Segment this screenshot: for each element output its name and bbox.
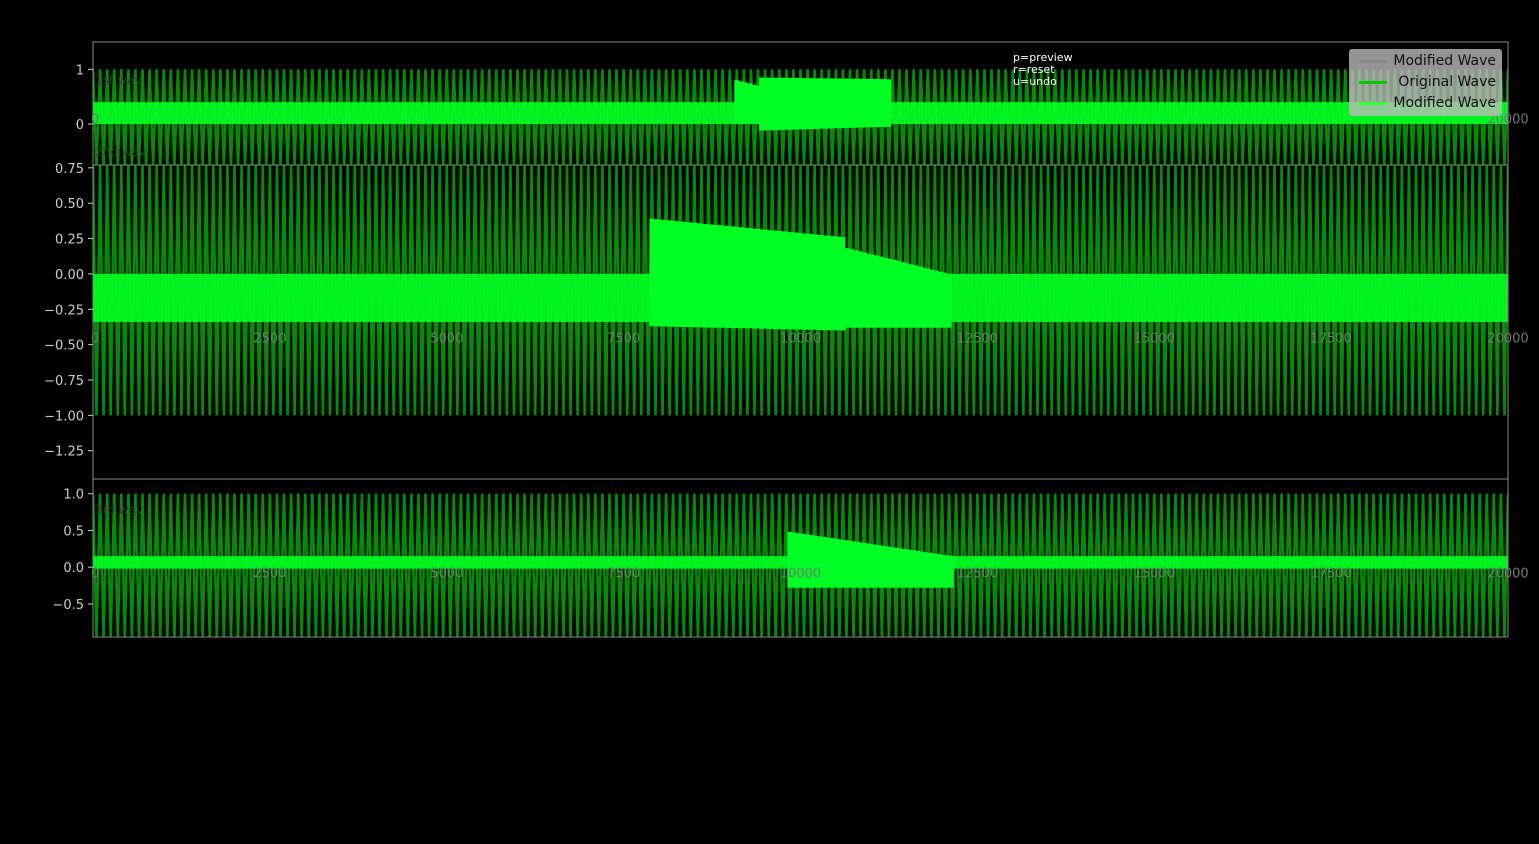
y-tick-label: −1.25 xyxy=(44,445,84,460)
x-tick-label: 0 xyxy=(91,332,99,347)
waveform-panel-3: 1.0 0.5 0.0 −0.5 0 2500 5000 7500 10000 12500 1500… xyxy=(52,478,1529,638)
wave-file-label: 2nd.wav xyxy=(95,145,146,159)
y-tick-label: 0.5 xyxy=(63,524,84,539)
x-tick-label: 0 xyxy=(91,113,99,128)
x-tick-label: 10000 xyxy=(780,566,821,581)
x-tick-label: 17500 xyxy=(1310,566,1351,581)
modified-wave-region-2 xyxy=(840,247,952,328)
legend-label-original: Original Wave xyxy=(1398,74,1496,90)
y-tick-label: −0.75 xyxy=(44,374,84,389)
axes-frame xyxy=(92,478,1509,638)
y-tick-label: 0.75 xyxy=(55,162,84,177)
y-tick-label: −0.25 xyxy=(44,303,84,318)
wave-file-label: 1st.wav xyxy=(95,73,142,87)
y-tick-label: −1.00 xyxy=(44,409,84,424)
x-tick-label: 20000 xyxy=(1487,113,1528,128)
x-tick-label: 12500 xyxy=(957,566,998,581)
y-tick-label: 0.0 xyxy=(63,561,84,576)
x-tick-label: 7500 xyxy=(607,332,640,347)
y-tick-label: 1 xyxy=(76,63,84,78)
y-tick-label: 0 xyxy=(76,118,84,133)
legend-label-modified-1: Modified Wave xyxy=(1393,53,1496,69)
x-tick-label: 5000 xyxy=(430,566,463,581)
x-tick-label: 20000 xyxy=(1487,332,1528,347)
x-tick-label: 12500 xyxy=(957,332,998,347)
legend-item-modified-1: Modified Wave xyxy=(1349,51,1502,72)
y-tick-label: 0.50 xyxy=(55,197,84,212)
x-tick-label: 0 xyxy=(91,566,99,581)
waveform-panel-2: 0.75 0.50 0.25 0.00 −0.25 −0.50 −0.75 −1.00 −1.2… xyxy=(44,145,1529,480)
legend-swatch-modified-1 xyxy=(1359,60,1387,63)
modified-wave-region-1 xyxy=(787,531,954,588)
y-tick-label: −0.5 xyxy=(52,598,84,613)
x-tick-label: 10000 xyxy=(780,332,821,347)
x-tick-label: 2500 xyxy=(253,332,286,347)
legend-item-modified-2: Modified Wave xyxy=(1349,93,1502,114)
y-tick-label: 0.25 xyxy=(55,233,84,248)
y-tick-label: 1.0 xyxy=(63,488,84,503)
hint-undo: u=undo xyxy=(1013,75,1057,88)
x-tick-label: 15000 xyxy=(1134,566,1175,581)
legend-swatch-modified-2 xyxy=(1359,102,1387,105)
legend-item-original: Original Wave xyxy=(1349,72,1502,93)
y-tick-label: 0.00 xyxy=(55,268,84,283)
x-tick-label: 7500 xyxy=(607,566,640,581)
keyboard-hints: p=preview r=reset u=undo xyxy=(1013,52,1073,88)
hint-preview: p=preview xyxy=(1013,51,1073,64)
y-tick-label: −0.50 xyxy=(44,339,84,354)
x-tick-label: 17500 xyxy=(1310,332,1351,347)
legend-label-modified-2: Modified Wave xyxy=(1393,95,1496,111)
legend: Modified Wave Original Wave Modified Wav… xyxy=(1349,49,1502,116)
x-tick-label: 15000 xyxy=(1134,332,1175,347)
waveform-panel-1: 0 1 0 20000 1st.wav xyxy=(76,41,1529,166)
wave-file-label: 3rd.wav xyxy=(95,503,143,517)
x-tick-label: 5000 xyxy=(430,332,463,347)
hint-reset: r=reset xyxy=(1013,63,1055,76)
modified-wave-region-1 xyxy=(649,218,846,331)
x-tick-label: 2500 xyxy=(253,566,286,581)
modified-wave-region-1 xyxy=(734,80,761,124)
legend-swatch-original xyxy=(1359,81,1387,84)
x-tick-label: 20000 xyxy=(1487,566,1528,581)
modified-wave-region-2 xyxy=(759,77,892,131)
